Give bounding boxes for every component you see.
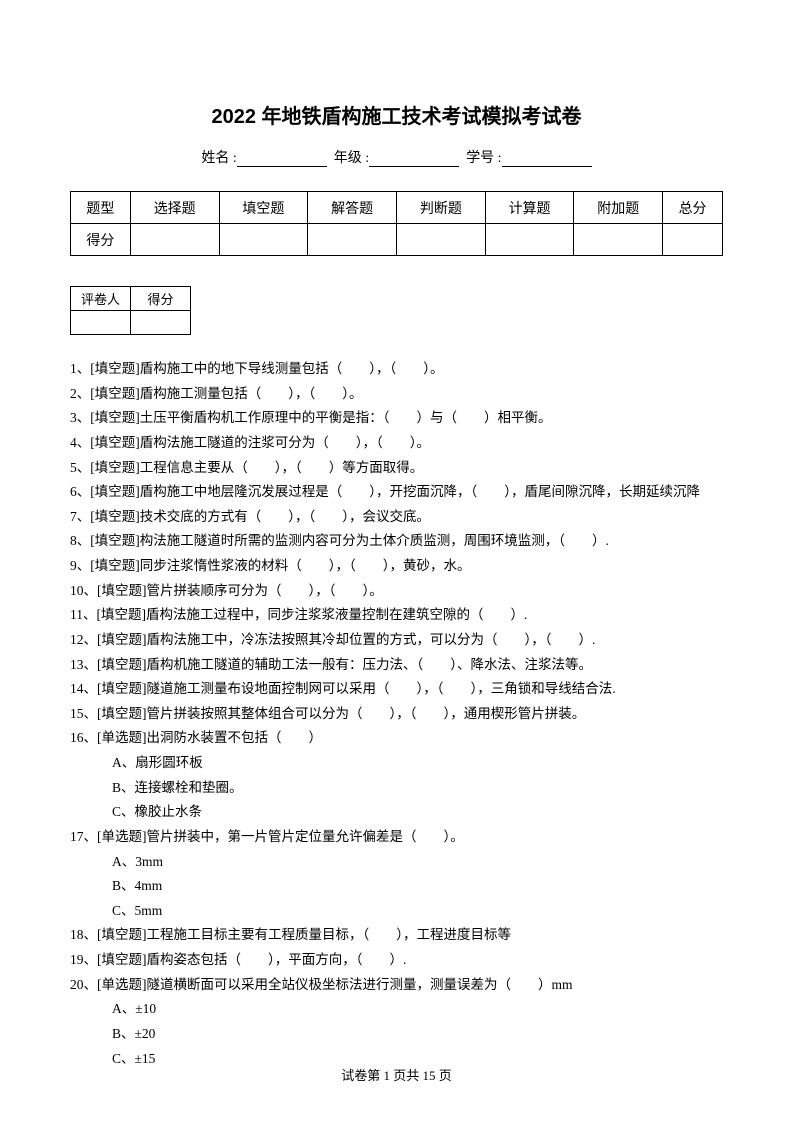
question-option: B、连接螺栓和垫圈。 <box>70 776 723 800</box>
score-header-cell: 总分 <box>663 192 723 224</box>
score-header-cell: 判断题 <box>396 192 485 224</box>
question-item: 10、[填空题]管片拼装顺序可分为（ ），（ ）。 <box>70 579 723 603</box>
question-option: A、扇形圆环板 <box>70 751 723 775</box>
question-item: 8、[填空题]构法施工隧道时所需的监测内容可分为土体介质监测，周围环境监测，（ … <box>70 529 723 553</box>
score-header-cell: 解答题 <box>308 192 397 224</box>
question-item: 3、[填空题]土压平衡盾构机工作原理中的平衡是指：（ ）与（ ）相平衡。 <box>70 406 723 430</box>
grader-cell <box>71 311 131 335</box>
question-item: 6、[填空题]盾构施工中地层隆沉发展过程是（ ），开挖面沉降，（ ），盾尾间隙沉… <box>70 480 723 504</box>
grader-score-label: 得分 <box>131 287 191 311</box>
question-item: 14、[填空题]隧道施工测量布设地面控制网可以采用（ ），（ ），三角锁和导线结… <box>70 677 723 701</box>
score-table-header-row: 题型 选择题 填空题 解答题 判断题 计算题 附加题 总分 <box>71 192 723 224</box>
score-table-value-row: 得分 <box>71 224 723 256</box>
score-header-cell: 选择题 <box>130 192 219 224</box>
question-item: 5、[填空题]工程信息主要从（ ），（ ）等方面取得。 <box>70 456 723 480</box>
question-item: 9、[填空题]同步注浆惰性浆液的材料（ ），（ ），黄砂，水。 <box>70 554 723 578</box>
score-table: 题型 选择题 填空题 解答题 判断题 计算题 附加题 总分 得分 <box>70 191 723 256</box>
id-label: 学号 : <box>466 151 501 166</box>
score-cell <box>396 224 485 256</box>
question-item: 15、[填空题]管片拼装按照其整体组合可以分为（ ），（ ），通用楔形管片拼装。 <box>70 702 723 726</box>
question-item: 20、[单选题]隧道横断面可以采用全站仪极坐标法进行测量，测量误差为（ ）mm <box>70 973 723 997</box>
question-item: 17、[单选题]管片拼装中，第一片管片定位量允许偏差是（ ）。 <box>70 825 723 849</box>
grade-blank <box>369 153 459 167</box>
question-item: 4、[填空题]盾构法施工隧道的注浆可分为（ ），（ ）。 <box>70 431 723 455</box>
score-header-cell: 题型 <box>71 192 131 224</box>
grade-label: 年级 : <box>334 151 369 166</box>
question-item: 13、[填空题]盾构机施工隧道的辅助工法一般有：压力法、（ ）、降水法、注浆法等… <box>70 653 723 677</box>
question-item: 19、[填空题]盾构姿态包括（ ），平面方向，（ ）. <box>70 948 723 972</box>
score-header-cell: 填空题 <box>219 192 308 224</box>
question-item: 18、[填空题]工程施工目标主要有工程质量目标，（ ），工程进度目标等 <box>70 923 723 947</box>
score-cell <box>308 224 397 256</box>
grader-label: 评卷人 <box>71 287 131 311</box>
score-header-cell: 计算题 <box>485 192 574 224</box>
grader-table: 评卷人 得分 <box>70 286 191 335</box>
score-cell <box>574 224 663 256</box>
name-blank <box>237 153 327 167</box>
question-option: C、橡胶止水条 <box>70 800 723 824</box>
page-footer: 试卷第 1 页共 15 页 <box>0 1065 793 1084</box>
score-cell <box>130 224 219 256</box>
score-header-cell: 附加题 <box>574 192 663 224</box>
student-info-line: 姓名 : 年级 : 学号 : <box>70 147 723 167</box>
question-item: 2、[填空题]盾构施工测量包括（ ），（ ）。 <box>70 382 723 406</box>
question-item: 11、[填空题]盾构法施工过程中，同步注浆浆液量控制在建筑空隙的（ ）. <box>70 603 723 627</box>
question-option: A、±10 <box>70 997 723 1021</box>
question-item: 12、[填空题]盾构法施工中，冷冻法按照其冷却位置的方式，可以分为（ ），（ ）… <box>70 628 723 652</box>
score-cell <box>219 224 308 256</box>
question-item: 7、[填空题]技术交底的方式有（ ），（ ），会议交底。 <box>70 505 723 529</box>
questions-container: 1、[填空题]盾构施工中的地下导线测量包括（ ），（ ）。2、[填空题]盾构施工… <box>70 357 723 1070</box>
question-option: C、5mm <box>70 899 723 923</box>
question-option: B、4mm <box>70 874 723 898</box>
id-blank <box>502 153 592 167</box>
question-option: B、±20 <box>70 1022 723 1046</box>
score-row-label: 得分 <box>71 224 131 256</box>
question-option: A、3mm <box>70 850 723 874</box>
name-label: 姓名 : <box>201 151 236 166</box>
grader-score-cell <box>131 311 191 335</box>
question-item: 16、[单选题]出洞防水装置不包括（ ） <box>70 726 723 750</box>
question-item: 1、[填空题]盾构施工中的地下导线测量包括（ ），（ ）。 <box>70 357 723 381</box>
score-cell <box>485 224 574 256</box>
exam-title: 2022 年地铁盾构施工技术考试模拟考试卷 <box>70 100 723 129</box>
score-cell <box>663 224 723 256</box>
